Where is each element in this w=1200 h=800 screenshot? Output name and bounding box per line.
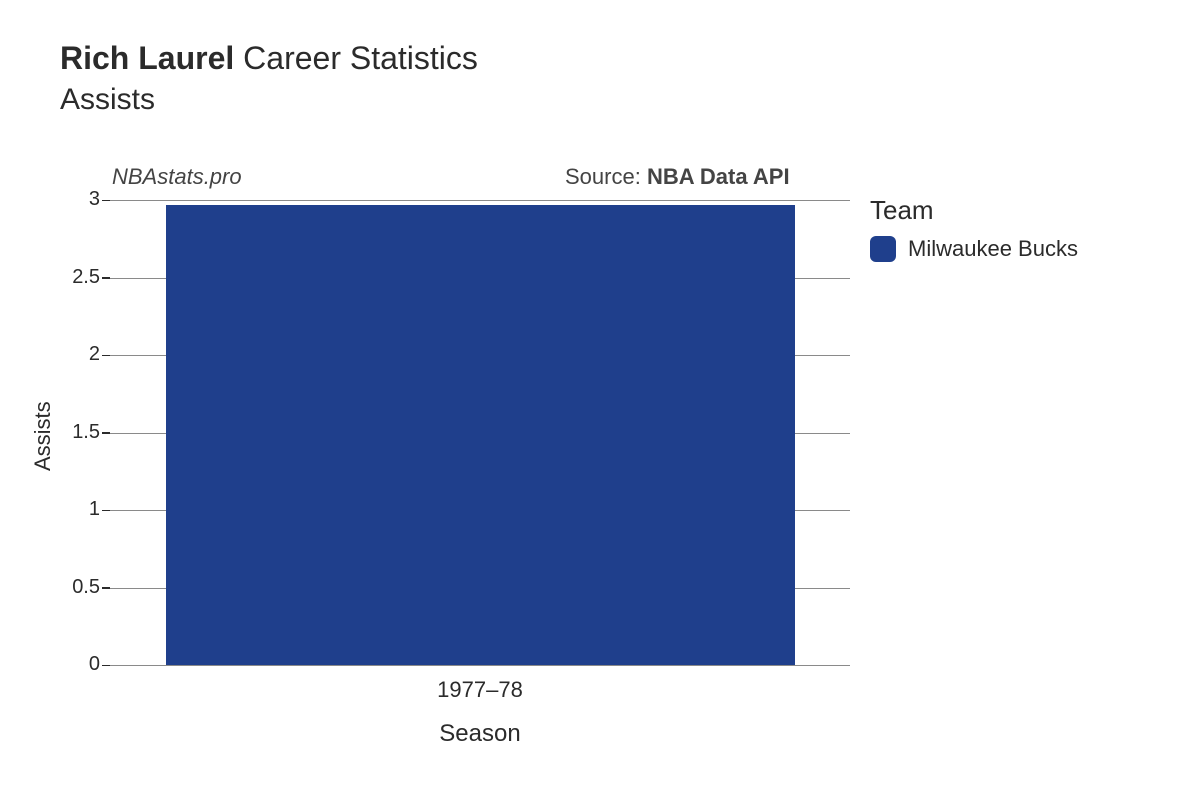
y-tick-label: 0.5 (50, 576, 100, 599)
plot-area: 00.511.522.531977–78 (110, 200, 850, 665)
source-name: NBA Data API (647, 164, 790, 189)
y-tick-mark (102, 587, 110, 589)
x-tick-label: 1977–78 (110, 677, 850, 703)
y-tick-mark (102, 355, 110, 357)
chart-title: Rich Laurel Career Statistics (60, 40, 478, 77)
chart-subtitle: Assists (60, 83, 478, 117)
x-axis-title: Season (110, 720, 850, 748)
chart-container: Rich Laurel Career Statistics Assists NB… (0, 0, 1200, 800)
y-tick-label: 1.5 (50, 421, 100, 444)
title-suffix: Career Statistics (243, 40, 478, 76)
y-tick-mark (102, 277, 110, 279)
y-tick-mark (102, 432, 110, 434)
legend-items: Milwaukee Bucks (870, 236, 1078, 262)
y-tick-label: 3 (50, 188, 100, 211)
bar (166, 205, 795, 665)
y-tick-mark (102, 665, 110, 667)
legend: Team Milwaukee Bucks (870, 195, 1078, 262)
grid-line (110, 200, 850, 201)
y-tick-label: 2.5 (50, 266, 100, 289)
source-attribution: Source: NBA Data API (565, 164, 790, 190)
grid-line (110, 665, 850, 666)
watermark-left: NBAstats.pro (112, 164, 242, 190)
chart-title-block: Rich Laurel Career Statistics Assists (60, 40, 478, 117)
y-tick-mark (102, 510, 110, 512)
player-name: Rich Laurel (60, 40, 234, 76)
y-tick-label: 1 (50, 498, 100, 521)
y-tick-label: 0 (50, 653, 100, 676)
y-tick-mark (102, 200, 110, 202)
y-tick-label: 2 (50, 343, 100, 366)
legend-title: Team (870, 195, 1078, 226)
source-prefix: Source: (565, 164, 647, 189)
legend-label: Milwaukee Bucks (908, 236, 1078, 262)
legend-swatch (870, 236, 896, 262)
legend-item: Milwaukee Bucks (870, 236, 1078, 262)
